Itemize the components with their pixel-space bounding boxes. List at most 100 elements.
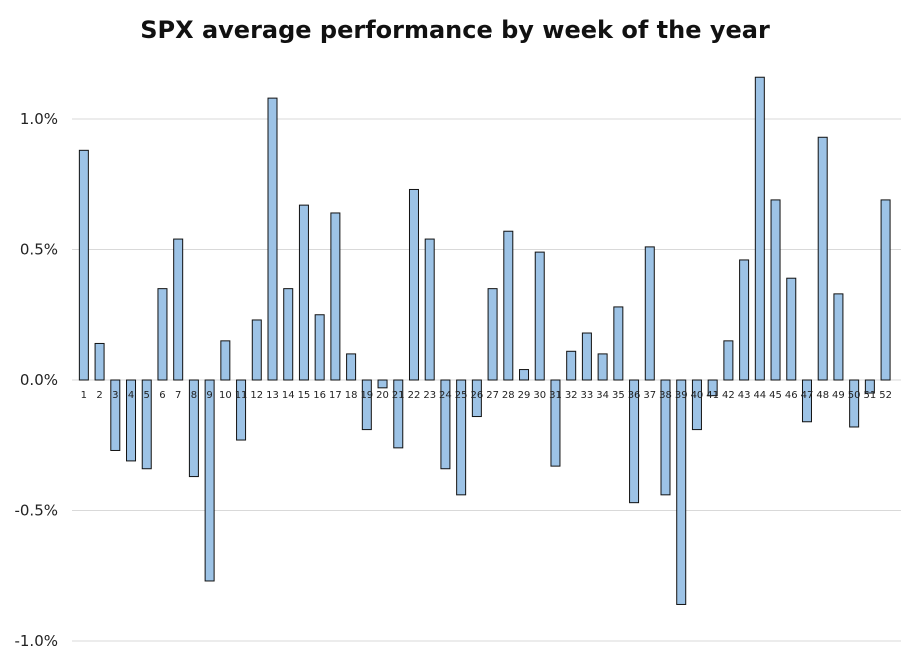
bar-week-49 (833, 293, 844, 381)
x-tick-label: 33 (581, 390, 594, 401)
bar-week-44 (754, 76, 765, 381)
x-tick-label: 24 (439, 390, 452, 401)
bar-week-7 (173, 238, 184, 381)
bar-week-37 (644, 246, 655, 381)
x-tick-label: 51 (863, 390, 876, 401)
x-tick-label: 29 (518, 390, 531, 401)
bar-week-9 (204, 379, 215, 582)
bar-week-50 (849, 379, 860, 428)
x-tick-label: 22 (408, 390, 421, 401)
x-tick-label: 10 (219, 390, 232, 401)
bar-week-1 (78, 149, 89, 381)
bar-week-15 (298, 204, 309, 381)
x-tick-label: 37 (643, 390, 656, 401)
y-tick-label: -0.5% (14, 502, 58, 520)
x-tick-label: 52 (879, 390, 892, 401)
x-tick-label: 7 (175, 390, 181, 401)
x-tick-label: 35 (612, 390, 625, 401)
x-tick-label: 15 (298, 390, 311, 401)
x-tick-label: 2 (96, 390, 102, 401)
x-tick-label: 47 (801, 390, 814, 401)
bar-week-21 (393, 379, 404, 449)
x-tick-label: 40 (691, 390, 704, 401)
x-tick-label: 5 (144, 390, 150, 401)
y-tick-label: 1.0% (20, 110, 58, 128)
bar-week-3 (110, 379, 121, 451)
x-tick-label: 50 (848, 390, 861, 401)
bar-week-40 (691, 379, 702, 431)
bar-week-43 (739, 259, 750, 381)
x-tick-label: 43 (738, 390, 751, 401)
bar-week-5 (141, 379, 152, 470)
bar-week-6 (157, 288, 168, 381)
x-tick-label: 41 (706, 390, 719, 401)
bar-week-38 (660, 379, 671, 496)
bar-week-14 (283, 288, 294, 381)
x-tick-label: 46 (785, 390, 798, 401)
x-tick-label: 11 (235, 390, 248, 401)
x-tick-label: 38 (659, 390, 672, 401)
bar-week-46 (786, 277, 797, 381)
x-tick-label: 28 (502, 390, 515, 401)
bar-week-8 (188, 379, 199, 478)
bar-week-28 (503, 230, 514, 381)
bar-week-2 (94, 342, 105, 381)
x-tick-label: 23 (423, 390, 436, 401)
x-tick-label: 9 (206, 390, 212, 401)
x-tick-label: 34 (596, 390, 609, 401)
bar-week-48 (817, 136, 828, 381)
x-tick-label: 4 (128, 390, 134, 401)
bar-week-19 (361, 379, 372, 431)
x-tick-label: 31 (549, 390, 562, 401)
y-tick-label: 0.5% (20, 241, 58, 259)
x-tick-label: 45 (769, 390, 782, 401)
x-tick-label: 21 (392, 390, 405, 401)
x-tick-label: 30 (533, 390, 546, 401)
bar-week-25 (456, 379, 467, 496)
x-tick-label: 20 (376, 390, 389, 401)
x-tick-label: 42 (722, 390, 735, 401)
x-tick-label: 8 (191, 390, 197, 401)
x-tick-label: 6 (159, 390, 165, 401)
x-tick-label: 44 (753, 390, 766, 401)
bar-week-26 (471, 379, 482, 418)
y-tick-label: -1.0% (14, 632, 58, 650)
bar-week-24 (440, 379, 451, 470)
x-tick-label: 1 (81, 390, 87, 401)
y-tick-label: 0.0% (20, 371, 58, 389)
x-tick-label: 16 (313, 390, 326, 401)
bar-week-34 (597, 353, 608, 381)
chart-title: SPX average performance by week of the y… (140, 16, 770, 44)
x-tick-label: 3 (112, 390, 118, 401)
bar-week-22 (408, 188, 419, 381)
x-tick-label: 49 (832, 390, 845, 401)
x-tick-label: 36 (628, 390, 641, 401)
bar-week-35 (613, 306, 624, 381)
bar-week-11 (236, 379, 247, 441)
bar-week-47 (801, 379, 812, 423)
bar-week-36 (629, 379, 640, 504)
bar-week-20 (377, 379, 388, 389)
bar-week-12 (251, 319, 262, 381)
bar-week-13 (267, 97, 278, 381)
bar-week-4 (126, 379, 137, 462)
bar-week-10 (220, 340, 231, 381)
x-tick-label: 32 (565, 390, 578, 401)
bar-week-51 (864, 379, 875, 394)
bar-week-23 (424, 238, 435, 381)
bar-week-32 (566, 350, 577, 381)
x-tick-label: 13 (266, 390, 279, 401)
bar-week-16 (314, 314, 325, 381)
x-tick-label: 17 (329, 390, 342, 401)
x-tick-label: 25 (455, 390, 468, 401)
x-tick-label: 18 (345, 390, 358, 401)
x-tick-label: 26 (470, 390, 483, 401)
bar-week-33 (581, 332, 592, 381)
x-tick-label: 39 (675, 390, 688, 401)
bar-week-18 (346, 353, 357, 381)
bar-week-45 (770, 199, 781, 381)
bar-week-42 (723, 340, 734, 381)
bar-week-29 (519, 369, 530, 381)
x-tick-label: 48 (816, 390, 829, 401)
